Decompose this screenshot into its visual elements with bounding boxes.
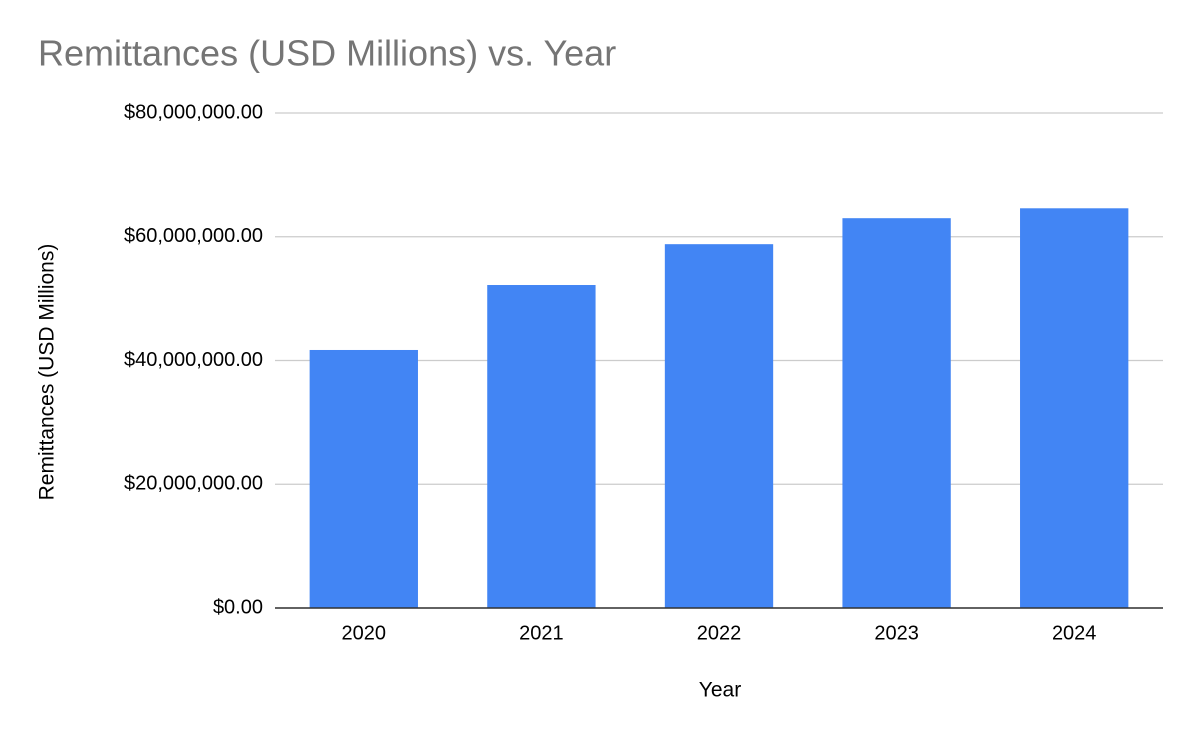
x-tick-label: 2024 [1052,622,1097,644]
x-tick-label: 2023 [874,622,919,644]
bar [487,285,596,608]
y-tick-label: $20,000,000.00 [124,473,263,495]
chart-title: Remittances (USD Millions) vs. Year [38,33,616,74]
y-tick-label: $80,000,000.00 [124,101,263,123]
x-tick-label: 2020 [342,622,387,644]
bar [842,218,951,608]
bar [664,244,774,609]
y-axis-title: Remittances (USD Millions) [36,244,59,501]
x-tick-label: 2022 [697,622,742,644]
y-tick-label: $60,000,000.00 [124,225,263,247]
y-tick-label: $40,000,000.00 [124,349,263,371]
bar [309,349,418,608]
y-tick-label: $0.00 [213,596,263,618]
x-tick-label: 2021 [519,622,564,644]
x-axis-title: Year [699,679,741,702]
bar [1020,208,1129,608]
